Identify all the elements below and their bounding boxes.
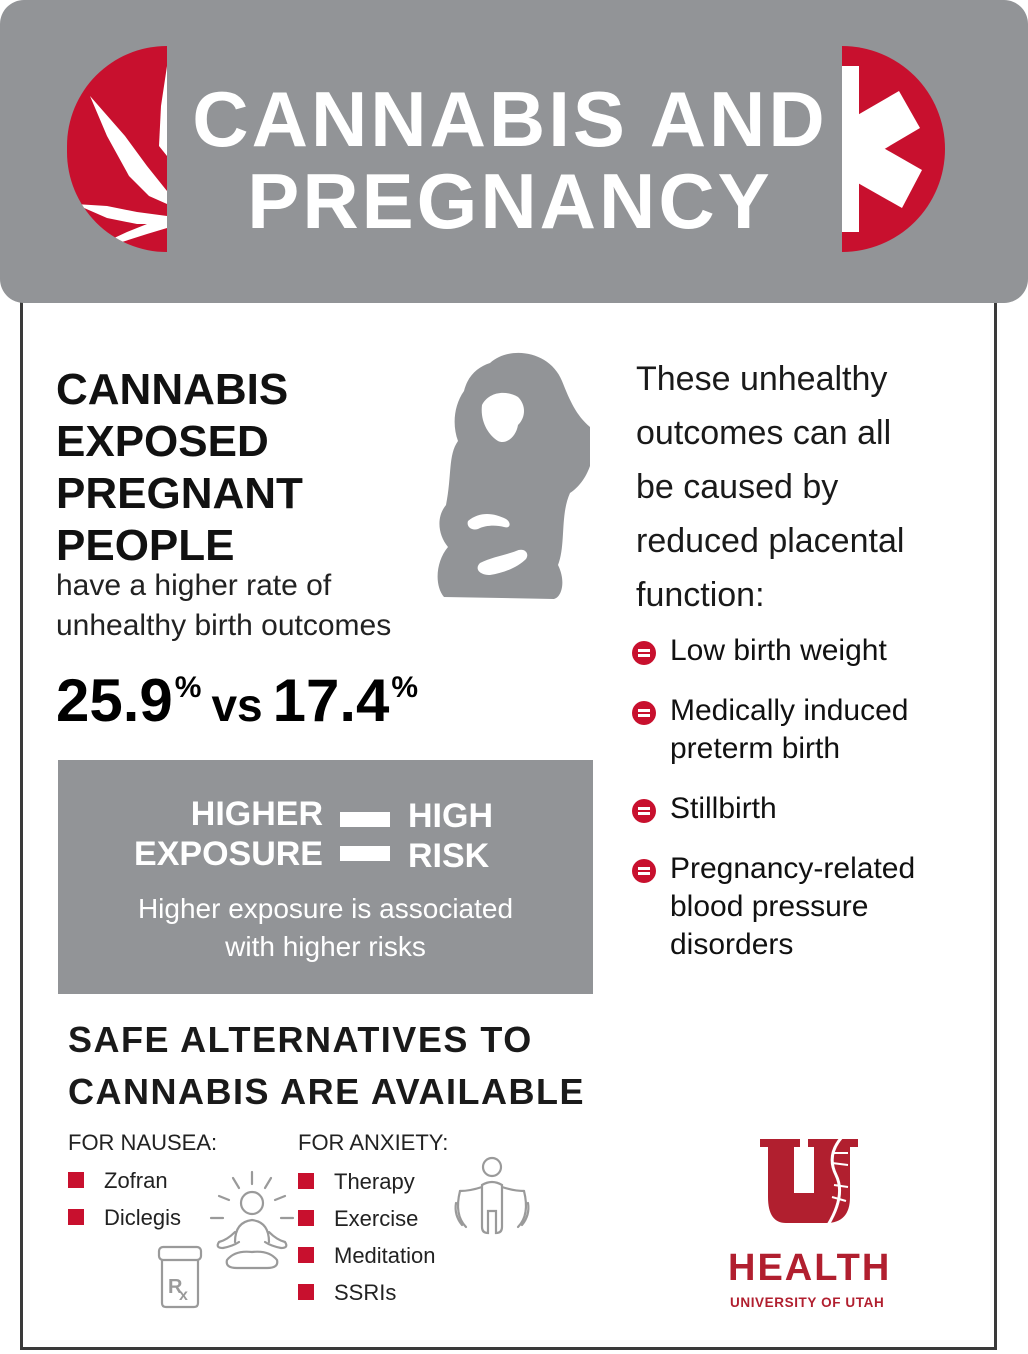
intro-line: reduced placental: [636, 522, 905, 560]
bullet-square-icon: [298, 1247, 314, 1263]
anxiety-list: Therapy Exercise Meditation SSRIs: [298, 1163, 436, 1311]
cannabis-badge: [67, 46, 167, 252]
equation-text: EXPOSURE: [134, 835, 323, 873]
intro-line: These unhealthy: [636, 360, 888, 398]
item-label: Meditation: [334, 1243, 436, 1268]
outcome-subtext: have a higher rate of unhealthy birth ou…: [56, 566, 391, 646]
intro-line: outcomes can all: [636, 414, 892, 452]
rate-comparison: 25.9% vs 17.4%: [56, 656, 418, 737]
headline-line: PEOPLE: [56, 521, 235, 570]
page-title: CANNABIS AND PREGNANCY: [170, 78, 850, 242]
heading-line: SAFE ALTERNATIVES TO: [68, 1019, 533, 1060]
outcome-list: Low birth weight Medically induced prete…: [632, 632, 992, 986]
list-item: Pregnancy-related blood pressure disorde…: [632, 850, 970, 964]
u-dna-logo-icon: [760, 1136, 858, 1226]
pregnant-person-icon: [430, 345, 594, 610]
list-item: Low birth weight: [632, 632, 992, 670]
bullet-square-icon: [298, 1173, 314, 1189]
headline-line: PREGNANT: [56, 469, 303, 518]
bullet-square-icon: [68, 1172, 84, 1188]
title-banner: CANNABIS AND PREGNANCY: [0, 0, 1028, 303]
item-label: Exercise: [334, 1206, 419, 1231]
equation-text: HIGH: [408, 797, 493, 835]
intro-line: be caused by: [636, 468, 839, 506]
logo-health-text: HEALTH: [728, 1247, 892, 1289]
minus-circle-icon: [632, 859, 656, 883]
bullet-square-icon: [298, 1210, 314, 1226]
nausea-heading: FOR NAUSEA:: [68, 1130, 218, 1155]
equals-icon: [340, 846, 390, 861]
percent-sign: %: [174, 671, 202, 704]
intro-line: function:: [636, 576, 765, 614]
list-item: SSRIs: [298, 1274, 436, 1311]
jump-rope-icon: [454, 1156, 530, 1235]
unexposed-rate: 17.4: [272, 667, 390, 734]
list-item: Meditation: [298, 1237, 436, 1274]
minus-circle-icon: [632, 799, 656, 823]
caption-line: with higher risks: [225, 931, 426, 962]
item-label: Therapy: [334, 1169, 415, 1194]
cannabis-leaf-icon: [75, 66, 167, 246]
headline-line: CANNABIS: [56, 365, 289, 414]
bullet-square-icon: [68, 1209, 84, 1225]
higher-exposure-label: HIGHER EXPOSURE: [134, 794, 323, 874]
nausea-list: Zofran Diclegis: [68, 1162, 181, 1236]
medical-star-icon: [842, 66, 922, 232]
outcome-label: Pregnancy-related blood pressure disorde…: [670, 852, 916, 961]
exposed-rate: 25.9: [56, 667, 173, 734]
list-item: Medically induced preterm birth: [632, 692, 960, 768]
svg-text:x: x: [179, 1287, 188, 1304]
vs-label: vs: [211, 679, 263, 731]
medical-badge: [842, 46, 945, 252]
alternatives-heading: SAFE ALTERNATIVES TO CANNABIS ARE AVAILA…: [68, 1014, 585, 1118]
subtext-line: have a higher rate of: [56, 569, 332, 602]
exposure-risk-box: HIGHER EXPOSURE HIGH RISK Higher exposur…: [58, 760, 593, 994]
subtext-line: unhealthy birth outcomes: [56, 609, 392, 642]
list-item: Stillbirth: [632, 790, 992, 828]
item-label: SSRIs: [334, 1280, 397, 1305]
meditation-icon: [209, 1170, 295, 1270]
list-item: Therapy: [298, 1163, 436, 1200]
exposed-headline: CANNABIS EXPOSED PREGNANT PEOPLE: [56, 364, 303, 572]
item-label: Diclegis: [104, 1205, 182, 1230]
svg-text:R: R: [168, 1276, 183, 1298]
anxiety-heading: FOR ANXIETY:: [298, 1130, 449, 1155]
high-risk-label: HIGH RISK: [408, 796, 493, 876]
title-line-2: PREGNANCY: [247, 157, 773, 245]
outcome-label: Stillbirth: [670, 792, 777, 825]
list-item: Zofran: [68, 1162, 181, 1199]
headline-line: EXPOSED: [56, 417, 269, 466]
equation-text: RISK: [408, 837, 490, 875]
outcome-label: Medically induced preterm birth: [670, 694, 909, 765]
risk-caption: Higher exposure is associated with highe…: [58, 890, 593, 966]
bullet-square-icon: [298, 1284, 314, 1300]
list-item: Diclegis: [68, 1199, 181, 1236]
minus-circle-icon: [632, 701, 656, 725]
logo-university-text: UNIVERSITY OF UTAH: [730, 1295, 885, 1310]
outcome-label: Low birth weight: [670, 634, 887, 667]
prescription-bottle-icon: R x: [157, 1245, 203, 1309]
title-line-1: CANNABIS AND: [192, 75, 828, 163]
placental-intro: These unhealthy outcomes can all be caus…: [636, 352, 986, 622]
caption-line: Higher exposure is associated: [137, 893, 514, 924]
heading-line: CANNABIS ARE AVAILABLE: [68, 1071, 585, 1112]
equals-icon: [340, 812, 390, 827]
content-frame: [20, 280, 997, 1350]
list-item: Exercise: [298, 1200, 436, 1237]
item-label: Zofran: [104, 1168, 168, 1193]
equation-text: HIGHER: [190, 795, 323, 833]
percent-sign: %: [391, 671, 419, 704]
minus-circle-icon: [632, 641, 656, 665]
